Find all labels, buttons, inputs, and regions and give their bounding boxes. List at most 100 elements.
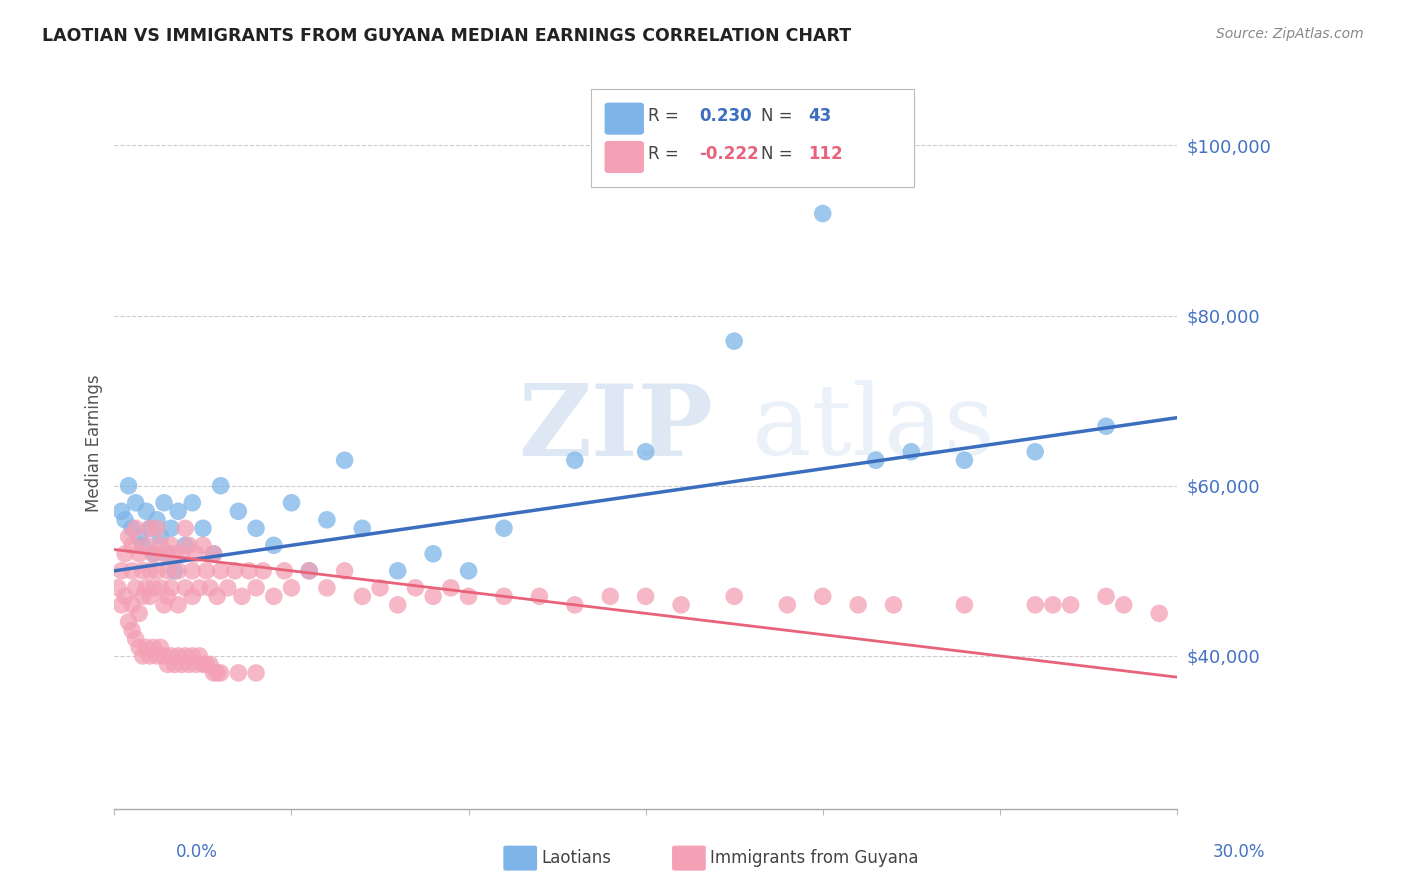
Point	[883, 598, 905, 612]
Point	[167, 504, 190, 518]
Point	[124, 496, 146, 510]
Text: -0.222: -0.222	[699, 145, 758, 163]
Point	[177, 657, 200, 672]
Point	[146, 521, 169, 535]
Point	[167, 564, 190, 578]
Point	[163, 564, 186, 578]
Point	[167, 598, 190, 612]
Point	[1095, 419, 1118, 434]
Point	[205, 590, 228, 604]
Text: R =: R =	[648, 107, 685, 125]
Y-axis label: Median Earnings: Median Earnings	[86, 375, 103, 512]
Point	[209, 564, 232, 578]
Point	[160, 538, 183, 552]
Point	[422, 590, 444, 604]
Point	[181, 590, 204, 604]
Point	[202, 665, 225, 680]
Point	[110, 564, 132, 578]
Point	[188, 648, 211, 663]
Point	[184, 547, 207, 561]
Point	[114, 547, 136, 561]
Point	[170, 657, 193, 672]
Point	[368, 581, 391, 595]
Point	[121, 521, 143, 535]
Point	[352, 590, 374, 604]
Point	[149, 530, 172, 544]
Point	[723, 590, 745, 604]
Point	[121, 564, 143, 578]
Text: N =: N =	[761, 145, 797, 163]
Point	[139, 564, 162, 578]
Point	[811, 206, 834, 220]
Point	[198, 581, 221, 595]
Point	[174, 581, 197, 595]
Text: 112: 112	[808, 145, 844, 163]
Point	[245, 665, 267, 680]
Point	[149, 640, 172, 655]
Point	[387, 564, 409, 578]
Point	[723, 334, 745, 348]
Point	[160, 521, 183, 535]
Point	[599, 590, 621, 604]
Text: 0.230: 0.230	[699, 107, 751, 125]
Point	[953, 598, 976, 612]
Point	[114, 590, 136, 604]
Point	[121, 624, 143, 638]
Point	[298, 564, 321, 578]
Point	[142, 547, 165, 561]
Text: ZIP: ZIP	[519, 380, 713, 477]
Point	[238, 564, 260, 578]
Point	[217, 581, 239, 595]
Point	[156, 657, 179, 672]
Point	[231, 590, 253, 604]
Point	[316, 513, 339, 527]
Point	[195, 564, 218, 578]
Point	[195, 657, 218, 672]
Point	[634, 444, 657, 458]
Point	[160, 581, 183, 595]
Point	[153, 598, 176, 612]
Point	[209, 665, 232, 680]
Point	[492, 521, 515, 535]
Point	[124, 521, 146, 535]
Point	[163, 547, 186, 561]
Point	[191, 521, 214, 535]
Point	[174, 538, 197, 552]
Point	[228, 504, 250, 518]
Point	[191, 657, 214, 672]
Point	[156, 547, 179, 561]
Point	[146, 564, 169, 578]
Point	[160, 648, 183, 663]
Point	[492, 590, 515, 604]
Text: N =: N =	[761, 107, 797, 125]
Point	[1024, 598, 1046, 612]
Point	[228, 665, 250, 680]
Text: 0.0%: 0.0%	[176, 843, 218, 861]
Text: Laotians: Laotians	[541, 849, 612, 867]
Point	[117, 615, 139, 629]
Point	[163, 657, 186, 672]
Point	[128, 607, 150, 621]
Point	[564, 598, 586, 612]
Point	[117, 479, 139, 493]
Point	[184, 657, 207, 672]
Point	[422, 547, 444, 561]
Point	[135, 538, 157, 552]
Point	[202, 547, 225, 561]
Point	[865, 453, 887, 467]
Point	[252, 564, 274, 578]
Point	[634, 590, 657, 604]
Point	[245, 521, 267, 535]
Text: R =: R =	[648, 145, 685, 163]
Text: atlas: atlas	[752, 381, 994, 476]
Point	[457, 564, 479, 578]
Point	[191, 538, 214, 552]
Point	[117, 530, 139, 544]
Point	[280, 581, 302, 595]
Text: 43: 43	[808, 107, 832, 125]
Point	[316, 581, 339, 595]
Point	[202, 547, 225, 561]
Point	[273, 564, 295, 578]
Point	[298, 564, 321, 578]
Point	[156, 590, 179, 604]
